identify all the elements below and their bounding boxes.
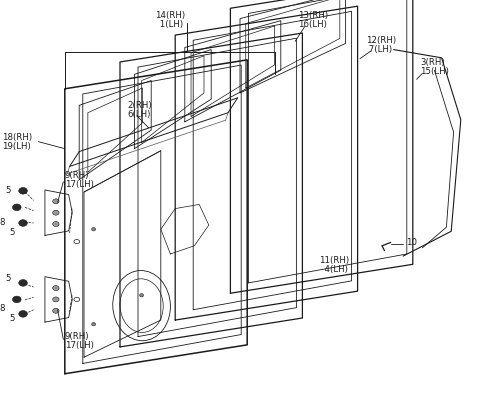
Ellipse shape (53, 297, 59, 302)
Text: 15(LH): 15(LH) (420, 67, 449, 76)
Text: 5: 5 (9, 313, 14, 323)
Text: 19(LH): 19(LH) (2, 142, 31, 151)
Ellipse shape (19, 280, 27, 286)
Ellipse shape (12, 296, 21, 303)
Ellipse shape (53, 309, 59, 313)
Ellipse shape (140, 294, 144, 297)
Text: 9(RH): 9(RH) (65, 171, 89, 180)
Text: 5: 5 (5, 274, 11, 283)
Ellipse shape (19, 220, 27, 226)
Text: 17(LH): 17(LH) (65, 180, 94, 189)
Text: 18(RH): 18(RH) (2, 133, 33, 142)
Text: 12(RH): 12(RH) (366, 36, 396, 45)
Ellipse shape (92, 228, 96, 231)
Text: 16(LH): 16(LH) (298, 20, 327, 29)
Text: 4(LH): 4(LH) (319, 265, 348, 274)
Text: 9(RH): 9(RH) (65, 332, 89, 341)
Ellipse shape (92, 323, 96, 326)
Text: 17(LH): 17(LH) (65, 341, 94, 350)
Text: 5: 5 (9, 228, 14, 237)
Text: 3(RH): 3(RH) (420, 58, 444, 67)
Text: 1(LH): 1(LH) (157, 20, 183, 29)
Text: 14(RH): 14(RH) (156, 11, 185, 20)
Ellipse shape (12, 204, 21, 211)
Ellipse shape (19, 311, 27, 317)
Text: 7(LH): 7(LH) (366, 45, 392, 54)
Ellipse shape (53, 286, 59, 290)
Text: 8: 8 (0, 304, 5, 313)
Ellipse shape (53, 199, 59, 204)
Ellipse shape (53, 210, 59, 215)
Text: 5: 5 (5, 186, 11, 195)
Text: 8: 8 (0, 218, 5, 227)
Text: 13(RH): 13(RH) (298, 11, 328, 20)
Text: 6(LH): 6(LH) (127, 110, 151, 119)
Text: 2(RH): 2(RH) (127, 101, 152, 110)
Ellipse shape (19, 188, 27, 194)
Text: 11(RH): 11(RH) (319, 256, 349, 265)
Text: 10: 10 (406, 238, 417, 247)
Ellipse shape (53, 222, 59, 226)
